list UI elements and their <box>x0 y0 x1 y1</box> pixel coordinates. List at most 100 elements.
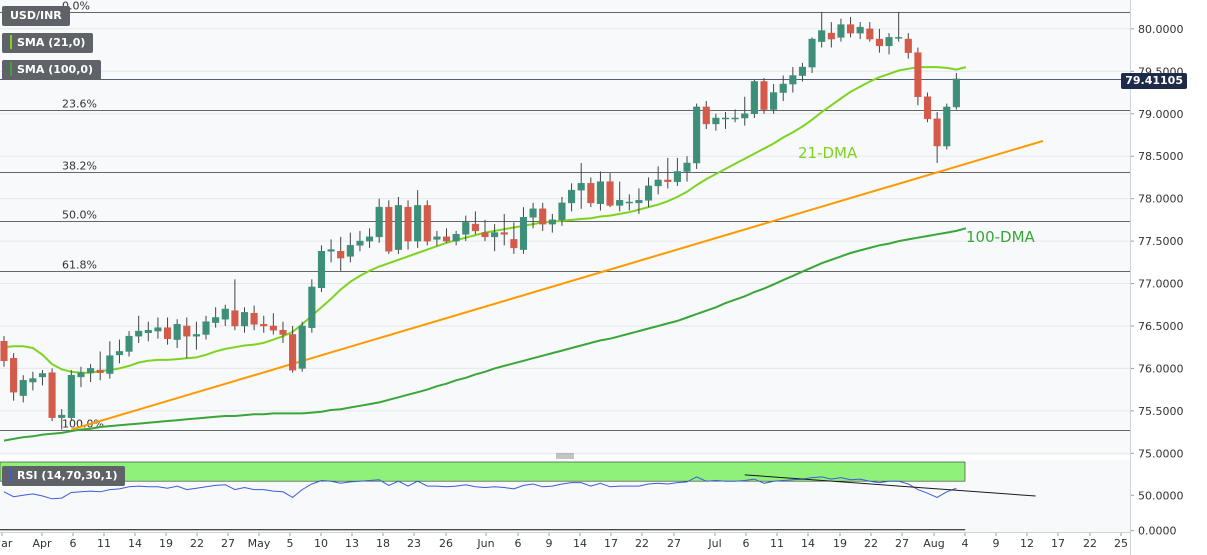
candle <box>106 341 114 379</box>
sma21-tag[interactable]: SMA (21,0) <box>2 33 94 53</box>
candle <box>298 321 306 372</box>
candle <box>404 200 412 250</box>
y-tick-label: 75.5000 <box>1138 405 1184 418</box>
candle <box>67 370 75 422</box>
candle <box>173 319 181 349</box>
y-tick-label: 75.0000 <box>1138 447 1184 460</box>
candle-body-up <box>192 334 200 337</box>
candle-body-up <box>712 117 720 125</box>
candle-body-down <box>914 52 922 98</box>
candle <box>125 331 133 357</box>
candle <box>10 353 18 401</box>
candle <box>577 162 585 209</box>
candle-body-up <box>895 37 903 39</box>
candle <box>500 213 508 246</box>
x-tick-label: 9 <box>546 537 553 550</box>
candle <box>279 321 287 343</box>
candle <box>87 364 95 382</box>
candle <box>269 313 277 335</box>
candle <box>548 213 556 233</box>
symbol-label: USD/INR <box>10 9 62 22</box>
candle-body-down <box>442 236 451 242</box>
candle-body-up <box>19 380 27 396</box>
candle-body-up <box>452 234 460 242</box>
sma100-tag[interactable]: SMA (100,0) <box>2 60 102 80</box>
candle-body-up <box>375 206 383 238</box>
candle <box>58 409 66 430</box>
candle-body-down <box>587 183 595 204</box>
candle <box>625 194 633 211</box>
candle <box>539 202 547 231</box>
candle-body-up <box>558 202 566 221</box>
candle <box>712 113 720 131</box>
candle-body-up <box>135 330 143 337</box>
candle <box>721 112 730 130</box>
x-tick-label: Jul <box>707 537 721 550</box>
candle <box>798 62 807 82</box>
panel-divider-handle[interactable] <box>556 453 574 459</box>
candle-body-up <box>67 374 75 418</box>
candle-body-down <box>760 81 768 110</box>
candle <box>923 92 932 123</box>
candle-body-down <box>279 329 287 335</box>
candle-body-up <box>693 106 701 164</box>
candle <box>462 215 470 242</box>
candle-body-down <box>904 38 912 53</box>
candle-body-down <box>183 325 191 337</box>
y-tick-label: 77.5000 <box>1138 235 1184 248</box>
candle <box>414 190 422 248</box>
candle-body-down <box>423 205 431 242</box>
candle <box>827 22 835 48</box>
candle <box>933 112 941 163</box>
candle-body-up <box>327 249 335 252</box>
candle-body-down <box>10 357 18 393</box>
candle-body-down <box>0 341 8 362</box>
candle <box>741 96 749 126</box>
x-tick-label: 19 <box>159 537 173 550</box>
candle <box>635 188 643 214</box>
candle-body-down <box>269 325 277 331</box>
candle-body-up <box>808 38 816 68</box>
candle <box>510 222 518 254</box>
fibonacci-layer: 0.0%23.6%38.2%50.0%61.8%100.0% <box>0 0 1130 431</box>
rsi-tag[interactable]: RSI (14,70,30,1) <box>2 466 126 486</box>
candle <box>779 75 787 102</box>
candle-body-up <box>654 179 662 187</box>
symbol-tag[interactable]: USD/INR <box>2 6 70 26</box>
candle <box>212 307 220 328</box>
candle-body-up <box>433 236 441 240</box>
x-tick-label: 4 <box>962 537 969 550</box>
candle-body-up <box>779 83 787 93</box>
candle-body-down <box>539 208 547 225</box>
candle <box>731 109 739 123</box>
x-tick-label: 9 <box>993 537 1000 550</box>
y-tick-label: 80.0000 <box>1138 23 1184 36</box>
candle-body-up <box>750 81 758 114</box>
y-tick-label: 76.0000 <box>1138 362 1184 375</box>
candle-body-up <box>366 236 374 242</box>
candle-body-down <box>510 239 518 249</box>
candle-body-up <box>519 217 528 250</box>
candle-body-up <box>125 335 133 352</box>
x-tick-label: 13 <box>345 537 359 550</box>
candle-body-up <box>356 240 364 246</box>
candle <box>568 183 576 212</box>
candle <box>308 279 316 333</box>
rsi-y-tick-label: 50.0000 <box>1138 489 1184 502</box>
rsi-layer <box>0 461 1036 531</box>
candle-body-up <box>683 162 691 172</box>
candle-body-up <box>462 222 470 235</box>
x-tick-label: 14 <box>573 537 587 550</box>
candle-body-down <box>847 24 855 34</box>
axis-layer: 75.0000 75.5000 76.0000 76.5000 77.0000 77.50… <box>0 23 1184 550</box>
candle-body-up <box>856 26 864 34</box>
candle-body-down <box>933 118 941 147</box>
candle <box>654 166 662 195</box>
candle-layer <box>0 11 960 430</box>
candle <box>356 230 364 252</box>
candle-body-up <box>221 308 229 320</box>
candle-body-up <box>308 286 316 328</box>
candle <box>423 200 431 246</box>
fib-label: 23.6% <box>62 98 97 111</box>
rsi-oversold-zone <box>0 529 966 531</box>
